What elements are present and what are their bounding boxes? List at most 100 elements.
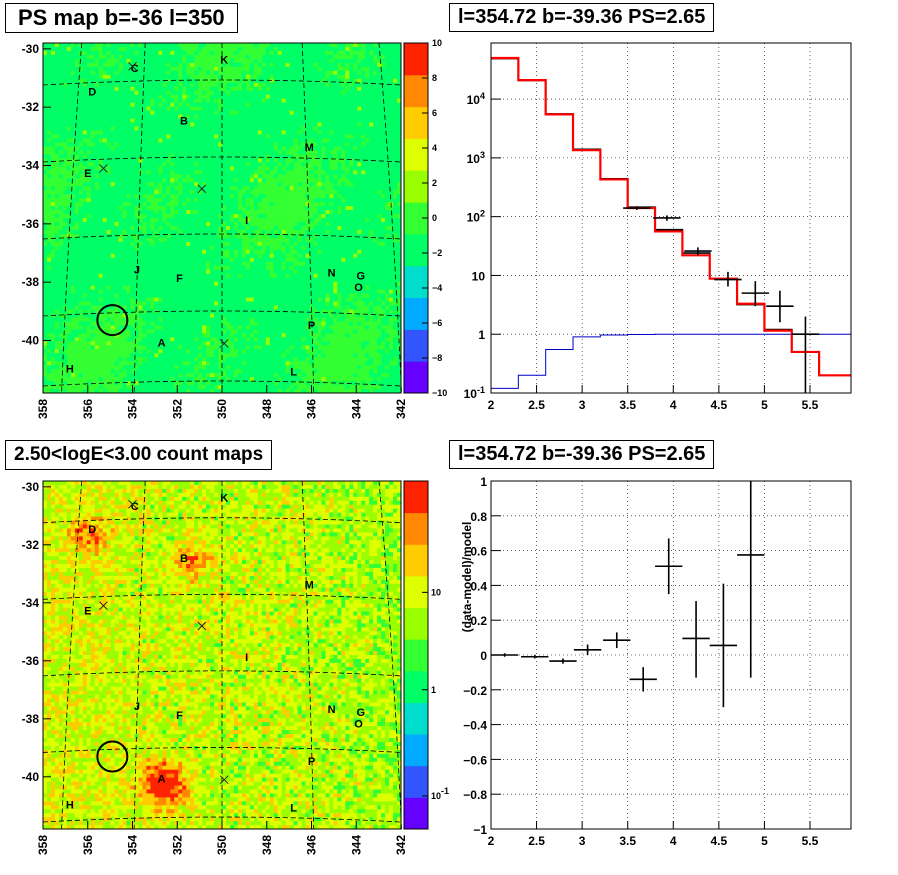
heatmap-cell xyxy=(46,257,52,263)
heatmap-cell xyxy=(249,221,255,227)
heatmap-cell xyxy=(98,62,104,68)
heatmap-cell xyxy=(74,174,80,179)
heatmap-cell xyxy=(138,305,143,310)
heatmap-cell xyxy=(62,198,68,203)
heatmap-cell xyxy=(261,317,267,322)
heatmap-cell xyxy=(138,345,143,350)
heatmap-cell xyxy=(265,210,271,215)
heatmap-cell xyxy=(245,94,251,100)
heatmap-cell xyxy=(257,277,263,283)
heatmap-cell xyxy=(233,138,239,143)
heatmap-cell xyxy=(265,297,271,302)
heatmap-cell xyxy=(130,309,135,314)
heatmap-cell xyxy=(142,102,147,108)
heatmap-cell xyxy=(74,50,80,56)
heatmap-cell xyxy=(46,349,52,354)
heatmap-cell xyxy=(190,225,195,231)
heatmap-cell xyxy=(245,62,251,68)
heatmap-cell xyxy=(138,361,143,366)
heatmap-cell xyxy=(130,190,135,195)
heatmap-cell xyxy=(74,190,80,195)
heatmap-cell xyxy=(82,309,88,314)
heatmap-cell xyxy=(198,98,203,104)
heatmap-cell xyxy=(265,245,271,251)
heatmap-cell xyxy=(154,142,159,147)
heatmap-cell xyxy=(43,210,48,215)
heatmap-cell xyxy=(82,329,88,334)
heatmap-cell xyxy=(257,301,263,306)
heatmap-cell xyxy=(94,202,100,207)
heatmap-cell xyxy=(257,369,263,374)
heatmap-cell xyxy=(218,293,223,298)
heatmap-cell xyxy=(237,309,243,314)
heatmap-cell xyxy=(218,154,223,159)
heatmap-cell xyxy=(70,229,76,235)
heatmap-cell xyxy=(130,229,135,235)
heatmap-cell xyxy=(210,126,215,131)
heatmap-cell xyxy=(118,214,123,219)
heatmap-cell xyxy=(102,210,108,215)
heatmap-cell xyxy=(46,54,52,60)
heatmap-cell xyxy=(122,190,127,195)
heatmap-cell xyxy=(46,373,52,378)
heatmap-cell xyxy=(214,150,219,155)
heatmap-cell xyxy=(218,46,223,52)
heatmap-cell xyxy=(170,349,175,354)
heatmap-cell xyxy=(186,301,191,306)
heatmap-cell xyxy=(178,158,183,163)
heatmap-cell xyxy=(237,78,243,84)
heatmap-cell xyxy=(122,285,127,290)
heatmap-cell xyxy=(46,377,52,382)
heatmap-cell xyxy=(78,90,84,96)
heatmap-cell xyxy=(74,110,80,115)
heatmap-cell xyxy=(90,186,96,191)
heatmap-cell xyxy=(82,43,88,48)
heatmap-cell xyxy=(122,74,127,80)
heatmap-cell xyxy=(110,94,115,100)
heatmap-cell xyxy=(118,102,123,108)
heatmap-cell xyxy=(233,233,239,239)
heatmap-cell xyxy=(222,221,227,227)
heatmap-cell xyxy=(257,365,263,370)
heatmap-cell xyxy=(202,186,207,191)
heatmap-cell xyxy=(70,373,76,378)
heatmap-cell xyxy=(90,285,96,290)
heatmap-cell xyxy=(265,281,271,287)
heatmap-cell xyxy=(70,221,76,227)
heatmap-cell xyxy=(62,110,68,115)
heatmap-cell xyxy=(66,182,72,187)
heatmap-cell xyxy=(118,62,123,68)
heatmap-cell xyxy=(233,122,239,127)
heatmap-cell xyxy=(214,361,219,366)
heatmap-cell xyxy=(257,74,263,80)
heatmap-cell xyxy=(202,174,207,179)
heatmap-cell xyxy=(249,142,255,147)
heatmap-cell xyxy=(54,114,60,119)
heatmap-cell xyxy=(78,369,84,374)
heatmap-cell xyxy=(241,361,247,366)
heatmap-cell xyxy=(114,313,119,318)
heatmap-cell xyxy=(138,118,143,123)
heatmap-cell xyxy=(162,86,167,92)
heatmap-cell xyxy=(257,317,263,322)
ps-map-panel: 358 356 354 352 350 348 346 344 342-30-32-34-36-… xyxy=(22,38,448,419)
heatmap-cell xyxy=(210,373,215,378)
heatmap-cell xyxy=(265,58,271,64)
heatmap-cell xyxy=(138,46,143,52)
heatmap-cell xyxy=(122,349,127,354)
heatmap-cell xyxy=(126,257,131,263)
heatmap-cell xyxy=(210,297,215,302)
heatmap-cell xyxy=(98,281,104,287)
heatmap-cell xyxy=(249,102,255,108)
heatmap-cell xyxy=(162,58,167,64)
heatmap-cell xyxy=(98,106,104,112)
heatmap-cell xyxy=(186,146,191,151)
heatmap-cell xyxy=(178,345,183,350)
heatmap-cell xyxy=(170,130,175,135)
heatmap-cell xyxy=(142,229,147,235)
heatmap-cell xyxy=(118,381,123,386)
heatmap-cell xyxy=(74,233,80,239)
heatmap-cell xyxy=(214,82,219,88)
heatmap-cell xyxy=(86,281,92,287)
heatmap-cell xyxy=(241,154,247,159)
